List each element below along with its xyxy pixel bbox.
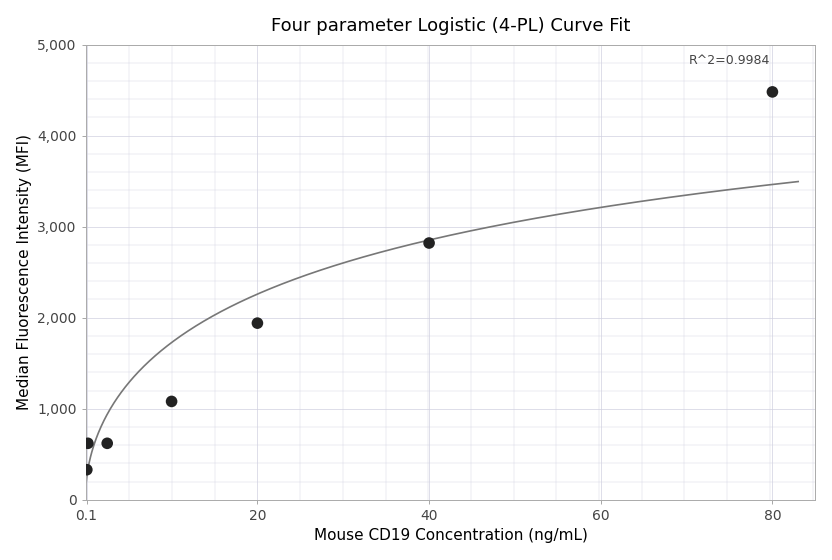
Y-axis label: Median Fluorescence Intensity (MFI): Median Fluorescence Intensity (MFI)	[17, 134, 32, 410]
Point	[250, 319, 264, 328]
Point	[82, 439, 95, 448]
Point	[423, 239, 436, 248]
Point	[765, 87, 779, 96]
Text: R^2=0.9984: R^2=0.9984	[689, 54, 770, 67]
Point	[165, 397, 178, 406]
Point	[80, 465, 93, 474]
X-axis label: Mouse CD19 Concentration (ng/mL): Mouse CD19 Concentration (ng/mL)	[314, 528, 587, 543]
Title: Four parameter Logistic (4-PL) Curve Fit: Four parameter Logistic (4-PL) Curve Fit	[271, 17, 630, 35]
Point	[101, 439, 114, 448]
